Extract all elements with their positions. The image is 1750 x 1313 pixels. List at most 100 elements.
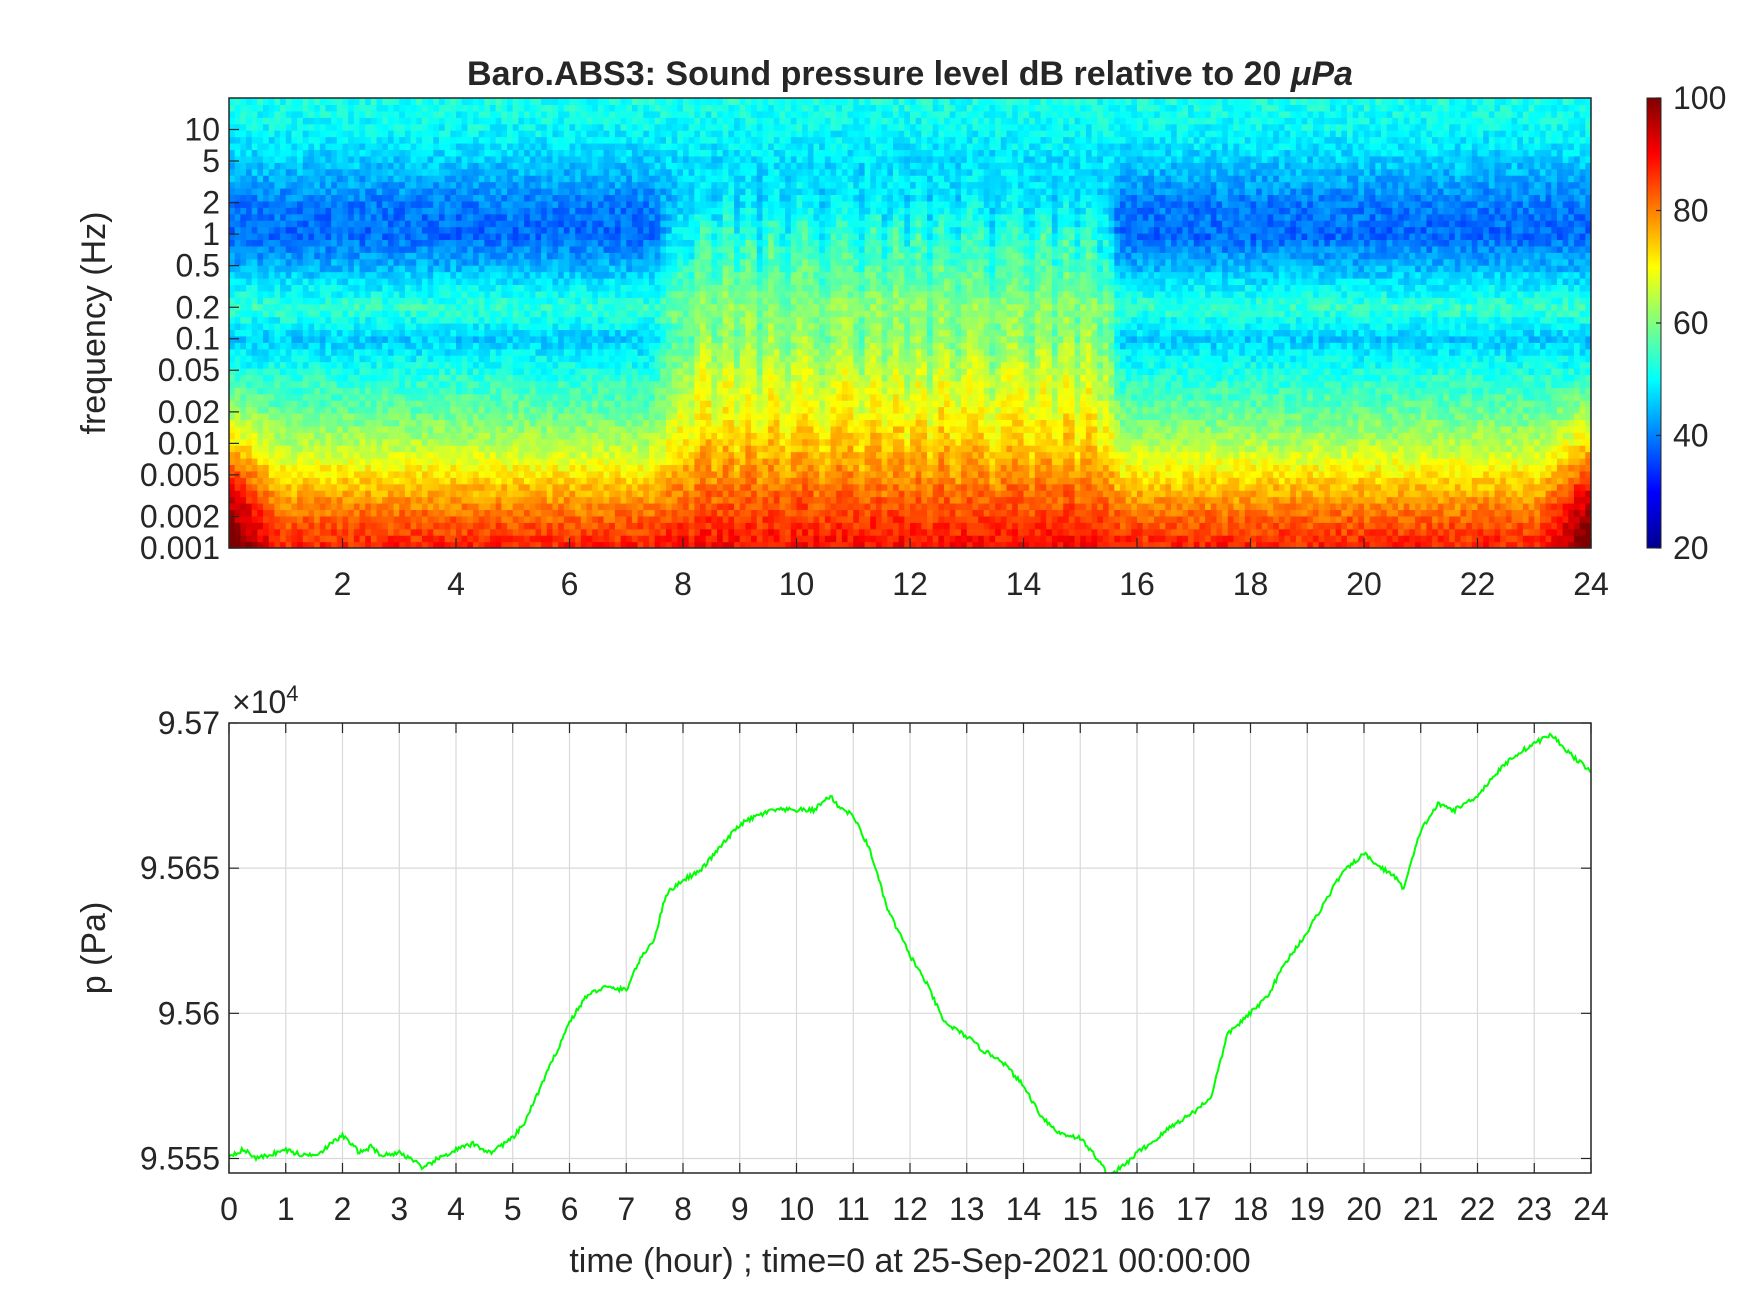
spectrogram-cell bbox=[336, 483, 344, 491]
spectrogram-cell bbox=[524, 535, 531, 543]
spectrogram-cell bbox=[614, 175, 622, 183]
spectrogram-cell bbox=[563, 252, 571, 260]
spectrogram-cell bbox=[427, 117, 434, 125]
spectrogram-cell bbox=[620, 451, 627, 459]
spectrogram-cell bbox=[291, 400, 298, 408]
spectrogram-cell bbox=[268, 323, 275, 331]
spectrogram-cell bbox=[512, 541, 520, 548]
spectrogram-cell bbox=[535, 464, 542, 472]
spectrogram-cell bbox=[478, 535, 485, 543]
spectrogram-cell bbox=[478, 168, 485, 176]
spectrogram-cell bbox=[444, 368, 451, 376]
spectrogram-cell bbox=[626, 239, 633, 247]
spectrogram-cell bbox=[342, 329, 349, 337]
spectrogram-cell bbox=[620, 374, 627, 382]
spectrogram-cell bbox=[609, 200, 616, 208]
spectrogram-cell bbox=[580, 194, 588, 202]
spectrogram-cell bbox=[586, 323, 593, 331]
spectrogram-cell bbox=[416, 380, 423, 388]
spectrogram-cell bbox=[280, 400, 287, 408]
spectrogram-cell bbox=[393, 188, 400, 196]
spectrogram-cell bbox=[234, 425, 241, 433]
spectrogram-cell bbox=[467, 284, 474, 292]
spectrogram-cell bbox=[416, 155, 423, 163]
spectrogram-cell bbox=[512, 233, 520, 241]
spectrogram-cell bbox=[569, 123, 576, 131]
spectrogram-cell bbox=[302, 162, 310, 170]
spectrogram-cell bbox=[507, 374, 514, 382]
spectrogram-cell bbox=[580, 496, 588, 504]
spectrogram-cell bbox=[274, 104, 281, 112]
spectrogram-cell bbox=[348, 438, 355, 446]
spectrogram-cell bbox=[285, 278, 293, 286]
spectrogram-cell bbox=[393, 271, 400, 279]
spectrogram-cell bbox=[438, 130, 446, 138]
spectrogram-cell bbox=[586, 374, 593, 382]
spectrogram-cell bbox=[393, 509, 400, 517]
spectrogram-cell bbox=[495, 278, 502, 286]
spectrogram-cell bbox=[399, 515, 406, 523]
spectrogram-cell bbox=[495, 181, 502, 189]
spectrogram-cell bbox=[524, 310, 531, 318]
spectrogram-cell bbox=[501, 380, 508, 388]
spectrogram-cell bbox=[575, 252, 582, 260]
spectrogram-cell bbox=[456, 98, 463, 106]
spectrogram-cell bbox=[597, 117, 605, 125]
spectrogram-cell bbox=[387, 413, 395, 421]
spectrogram-cell bbox=[626, 316, 633, 324]
spectrogram-cell bbox=[297, 438, 304, 446]
spectrogram-cell bbox=[336, 406, 344, 414]
spectrogram-cell bbox=[512, 155, 520, 163]
spectrogram-cell bbox=[586, 503, 593, 511]
spectrogram-cell bbox=[461, 258, 468, 266]
spectrogram-cell bbox=[285, 413, 293, 421]
spectrogram-cell bbox=[285, 175, 293, 183]
spectrogram-cell bbox=[319, 233, 327, 241]
spectrogram-cell bbox=[263, 432, 270, 440]
spectrogram-cell bbox=[234, 181, 241, 189]
spectrogram-cell bbox=[456, 335, 463, 343]
spectrogram-cell bbox=[336, 284, 344, 292]
spectrogram-cell bbox=[404, 188, 412, 196]
spectrogram-cell bbox=[359, 425, 366, 433]
spectrogram-cell bbox=[421, 496, 429, 504]
spectrogram-cell bbox=[365, 239, 372, 247]
spectrogram-cell bbox=[518, 451, 525, 459]
spectrogram-cell bbox=[382, 387, 389, 395]
spectrogram-cell bbox=[444, 303, 451, 311]
spectrogram-cell bbox=[507, 117, 514, 125]
spectrogram-cell bbox=[450, 535, 457, 543]
spectrogram-cell bbox=[558, 413, 565, 421]
spectrogram-cell bbox=[597, 368, 605, 376]
spectrogram-cell bbox=[314, 226, 321, 234]
spectrogram-cell bbox=[546, 323, 554, 331]
spectrogram-cell bbox=[586, 387, 593, 395]
spectrogram-cell bbox=[229, 245, 236, 253]
spectrogram-cell bbox=[393, 393, 400, 401]
spectrogram-cell bbox=[495, 110, 502, 118]
spectrogram-cell bbox=[353, 374, 361, 382]
spectrogram-cell bbox=[348, 445, 355, 453]
spectrogram-cell bbox=[558, 110, 565, 118]
spectrogram-cell bbox=[274, 188, 281, 196]
spectrogram-cell bbox=[580, 470, 588, 478]
spectrogram-cell bbox=[518, 503, 525, 511]
spectrogram-cell bbox=[336, 310, 344, 318]
spectrogram-cell bbox=[359, 143, 366, 151]
spectrogram-cell bbox=[229, 143, 236, 151]
spectrogram-cell bbox=[302, 374, 310, 382]
spectrogram-cell bbox=[552, 181, 559, 189]
spectrogram-cell bbox=[251, 123, 258, 131]
spectrogram-cell bbox=[427, 252, 434, 260]
spectrogram-cell bbox=[342, 348, 349, 356]
spectrogram-cell bbox=[319, 123, 327, 131]
spectrogram-cell bbox=[580, 130, 588, 138]
spectrogram-cell bbox=[234, 477, 241, 485]
spectrogram-cell bbox=[563, 464, 571, 472]
spectrogram-cell bbox=[308, 323, 315, 331]
spectrogram-cell bbox=[552, 136, 559, 144]
spectrogram-cell bbox=[427, 503, 434, 511]
spectrogram-cell bbox=[546, 271, 554, 279]
spectrogram-cell bbox=[580, 200, 588, 208]
spectrogram-cell bbox=[331, 265, 338, 273]
